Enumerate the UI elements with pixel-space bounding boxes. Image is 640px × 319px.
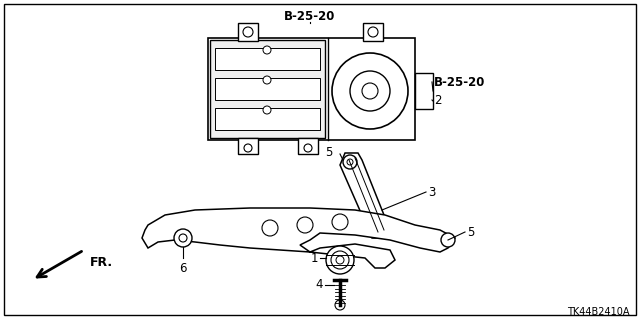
- Text: FR.: FR.: [90, 256, 113, 270]
- Circle shape: [297, 217, 313, 233]
- Circle shape: [335, 300, 345, 310]
- Text: TK44B2410A: TK44B2410A: [568, 307, 630, 317]
- Text: 1: 1: [310, 251, 318, 264]
- Text: 3: 3: [428, 186, 435, 198]
- Text: 4: 4: [316, 278, 323, 292]
- Bar: [238, 138, 258, 154]
- Circle shape: [336, 256, 344, 264]
- Circle shape: [326, 246, 354, 274]
- Circle shape: [304, 144, 312, 152]
- Circle shape: [350, 71, 390, 111]
- FancyBboxPatch shape: [208, 38, 415, 140]
- Circle shape: [263, 106, 271, 114]
- Text: B-25-20: B-25-20: [284, 11, 336, 24]
- Text: B-25-20: B-25-20: [434, 76, 485, 88]
- Circle shape: [174, 229, 192, 247]
- Text: 5: 5: [324, 146, 332, 160]
- Circle shape: [331, 251, 349, 269]
- Circle shape: [332, 214, 348, 230]
- Circle shape: [347, 159, 353, 165]
- Circle shape: [263, 46, 271, 54]
- Bar: [363, 23, 383, 41]
- Bar: [210, 40, 325, 138]
- Circle shape: [263, 76, 271, 84]
- Text: 2: 2: [434, 93, 442, 107]
- Circle shape: [243, 27, 253, 37]
- Circle shape: [441, 233, 455, 247]
- Circle shape: [262, 220, 278, 236]
- Circle shape: [244, 144, 252, 152]
- Circle shape: [179, 234, 187, 242]
- Circle shape: [343, 155, 357, 169]
- Polygon shape: [340, 153, 390, 238]
- Text: 5: 5: [467, 226, 474, 239]
- Bar: [215, 78, 320, 100]
- Bar: [238, 23, 258, 41]
- Circle shape: [332, 53, 408, 129]
- Circle shape: [368, 27, 378, 37]
- Bar: [215, 48, 320, 70]
- Bar: [215, 108, 320, 130]
- Circle shape: [362, 83, 378, 99]
- Polygon shape: [142, 208, 455, 268]
- Bar: [415, 73, 433, 109]
- Text: 6: 6: [179, 262, 187, 275]
- Bar: [298, 138, 318, 154]
